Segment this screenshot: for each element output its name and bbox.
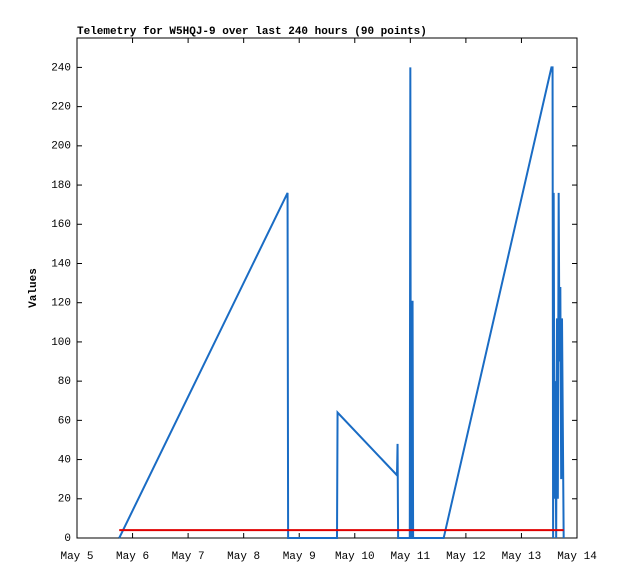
x-tick-label: May 11 <box>391 551 431 563</box>
data-line <box>118 66 565 539</box>
y-tick-label: 100 <box>51 337 71 349</box>
x-tick-label: May 5 <box>60 551 93 563</box>
y-tick-label: 180 <box>51 180 71 192</box>
x-tick-label: May 14 <box>557 551 597 563</box>
y-tick-label: 0 <box>64 533 71 545</box>
x-tick-label: May 8 <box>227 551 260 563</box>
plot-frame <box>76 37 578 539</box>
y-tick-label: 220 <box>51 102 71 114</box>
y-tick-label: 20 <box>58 494 71 506</box>
x-tick-label: May 10 <box>335 551 375 563</box>
chart-title: Telemetry for W5HQJ-9 over last 240 hour… <box>77 26 427 38</box>
y-tick-label: 60 <box>58 415 71 427</box>
y-tick-label: 40 <box>58 454 71 466</box>
x-tick-label: May 9 <box>283 551 316 563</box>
x-tick-label: May 13 <box>502 551 542 563</box>
y-axis-label: Values <box>28 268 40 308</box>
x-tick-label: May 6 <box>116 551 149 563</box>
y-tick-label: 80 <box>58 376 71 388</box>
y-tick-label: 160 <box>51 219 71 231</box>
y-tick-label: 200 <box>51 141 71 153</box>
x-tick-label: May 12 <box>446 551 486 563</box>
y-tick-label: 120 <box>51 298 71 310</box>
y-tick-label: 140 <box>51 258 71 270</box>
x-tick-label: May 7 <box>172 551 205 563</box>
y-tick-label: 240 <box>51 62 71 74</box>
